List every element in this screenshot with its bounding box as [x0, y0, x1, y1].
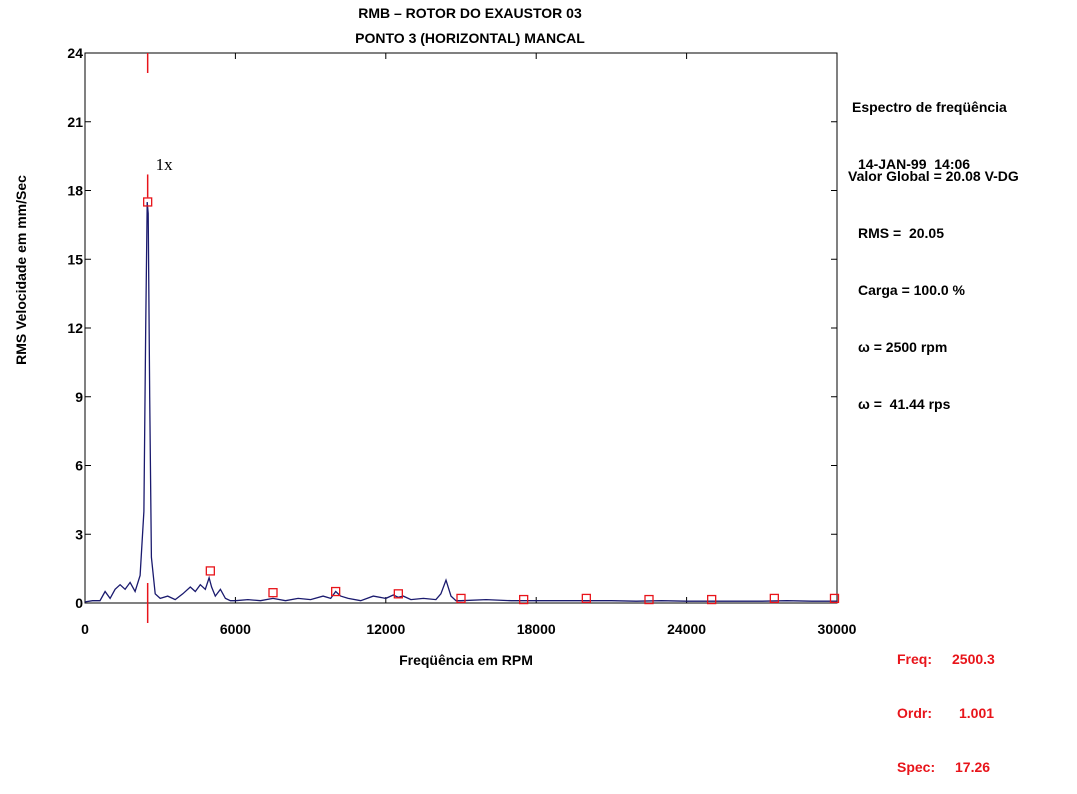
plot-area: 0 3 6 9 12 15 18 21 24 0 6000 12000 18000 24000 30000 1… — [67, 45, 856, 637]
x-axis-label: Freqüência em RPM — [399, 652, 533, 668]
harmonic-marker — [769, 593, 779, 604]
x-tick-label: 24000 — [667, 621, 706, 637]
harmonic-marker — [268, 588, 278, 598]
harmonic-marker — [581, 593, 591, 604]
y-tick-label: 12 — [67, 320, 83, 336]
harmonic-marker — [331, 586, 341, 597]
x-tick-label: 6000 — [220, 621, 251, 637]
y-tick-label: 18 — [67, 183, 83, 199]
x-tick-label: 30000 — [818, 621, 857, 637]
harmonic-marker — [456, 593, 466, 604]
x-tick-label: 18000 — [517, 621, 556, 637]
plot-frame — [84, 52, 838, 604]
info-omega-rpm: ω = 2500 rpm — [858, 339, 948, 355]
ordr-value: 1.001 — [959, 705, 995, 721]
x-tick-label: 0 — [81, 621, 89, 637]
harmonic-marker — [519, 594, 529, 605]
y-tick-label: 9 — [75, 389, 83, 405]
x-tick-label: 12000 — [366, 621, 405, 637]
info-omega-rps: ω = 41.44 rps — [858, 396, 951, 412]
info-global-value: Valor Global = 20.08 V-DG — [848, 168, 1019, 184]
harmonic-marker — [143, 197, 153, 207]
info-heading: Espectro de freqüência — [852, 99, 1007, 115]
harmonic-marker — [707, 594, 717, 605]
y-tick-label: 15 — [67, 251, 83, 267]
spec-label: Spec: — [897, 759, 936, 775]
info-load: Carga = 100.0 % — [858, 282, 966, 298]
freq-label: Freq: — [897, 651, 932, 667]
peak-annotation-1x: 1x — [156, 155, 174, 174]
info-rms: RMS = 20.05 — [858, 225, 944, 241]
y-tick-label: 0 — [75, 595, 83, 611]
freq-value: 2500.3 — [952, 651, 995, 667]
y-tick-label: 24 — [67, 45, 83, 61]
harmonic-marker — [393, 589, 403, 599]
info-panel: Espectro de freqüência 14-JAN-99 14:06 — [852, 60, 1007, 193]
chart-title-line1: RMB – ROTOR DO EXAUSTOR 03 — [358, 5, 582, 21]
harmonic-marker — [644, 594, 654, 605]
info-values: Valor Global = 20.08 V-DG RMS = 20.05 Ca… — [848, 129, 1019, 433]
chart-title-line2: PONTO 3 (HORIZONTAL) MANCAL — [355, 30, 585, 46]
spectrum-chart: RMB – ROTOR DO EXAUSTOR 03 PONTO 3 (HORI… — [13, 5, 857, 668]
y-axis-label: RMS Velocidade em mm/Sec — [13, 175, 29, 365]
y-tick-label: 3 — [75, 526, 83, 542]
harmonic-marker — [205, 566, 215, 576]
spec-value: 17.26 — [955, 759, 991, 775]
harmonic-marker — [829, 593, 840, 604]
ordr-label: Ordr: — [897, 705, 932, 721]
info-date: 14-JAN-99 14:06 — [858, 156, 971, 172]
spectrum-trace — [84, 201, 837, 603]
y-tick-label: 6 — [75, 458, 83, 474]
cursor-readout: Freq: 2500.3 Ordr: 1.001 Spec: 17.26 — [897, 614, 995, 794]
y-tick-label: 21 — [67, 114, 83, 130]
